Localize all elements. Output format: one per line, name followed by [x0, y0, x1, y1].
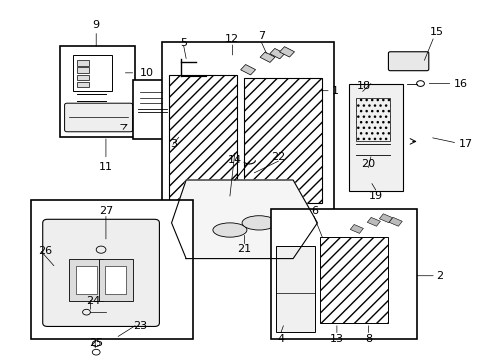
Text: 25: 25: [89, 338, 103, 348]
FancyBboxPatch shape: [64, 103, 132, 132]
Text: 15: 15: [428, 27, 443, 37]
Text: 22: 22: [271, 152, 285, 162]
Text: 26: 26: [38, 247, 52, 256]
Bar: [77, 67, 89, 73]
Bar: [388, 217, 402, 226]
Text: 8: 8: [364, 334, 371, 343]
Bar: [269, 49, 284, 59]
Bar: [240, 64, 255, 75]
Bar: [271, 208, 416, 339]
Bar: [276, 246, 314, 332]
Text: 4: 4: [277, 334, 284, 343]
Text: 3: 3: [170, 139, 177, 149]
Text: 5: 5: [180, 38, 187, 48]
Bar: [366, 217, 380, 226]
Bar: [73, 55, 112, 91]
Ellipse shape: [212, 223, 246, 237]
Bar: [348, 84, 402, 191]
Bar: [105, 266, 126, 294]
Text: 18: 18: [356, 81, 370, 91]
Text: 23: 23: [132, 321, 146, 332]
Bar: [244, 78, 322, 203]
Ellipse shape: [242, 216, 276, 230]
Bar: [349, 225, 363, 233]
Bar: [379, 214, 392, 223]
Bar: [260, 52, 274, 62]
Text: 14: 14: [227, 155, 242, 165]
Bar: [169, 75, 237, 210]
Text: 21: 21: [237, 244, 251, 254]
Text: 1: 1: [331, 86, 338, 96]
Bar: [77, 75, 89, 80]
Bar: [132, 80, 174, 139]
Text: 2: 2: [436, 271, 443, 282]
Bar: [76, 266, 97, 294]
FancyBboxPatch shape: [387, 52, 428, 71]
Text: 11: 11: [99, 162, 113, 172]
Bar: [30, 200, 193, 339]
Text: 19: 19: [368, 191, 382, 201]
Bar: [77, 60, 89, 66]
Polygon shape: [171, 180, 317, 258]
Text: 9: 9: [92, 20, 100, 30]
Text: 10: 10: [140, 68, 154, 78]
Bar: [99, 258, 132, 301]
FancyBboxPatch shape: [213, 195, 245, 211]
Text: 13: 13: [329, 334, 343, 343]
Bar: [162, 42, 334, 217]
Text: 27: 27: [99, 206, 113, 216]
Text: 17: 17: [458, 139, 471, 149]
Text: 7: 7: [258, 31, 264, 41]
Text: 24: 24: [86, 296, 101, 306]
FancyBboxPatch shape: [42, 219, 159, 327]
Text: 12: 12: [225, 34, 239, 44]
Bar: [356, 98, 389, 141]
Text: 16: 16: [453, 78, 467, 89]
Text: 6: 6: [311, 206, 318, 216]
Bar: [77, 82, 89, 87]
Bar: [69, 258, 103, 301]
Bar: [319, 237, 387, 323]
Bar: [60, 46, 135, 137]
Bar: [279, 47, 294, 57]
Text: 20: 20: [361, 159, 375, 169]
